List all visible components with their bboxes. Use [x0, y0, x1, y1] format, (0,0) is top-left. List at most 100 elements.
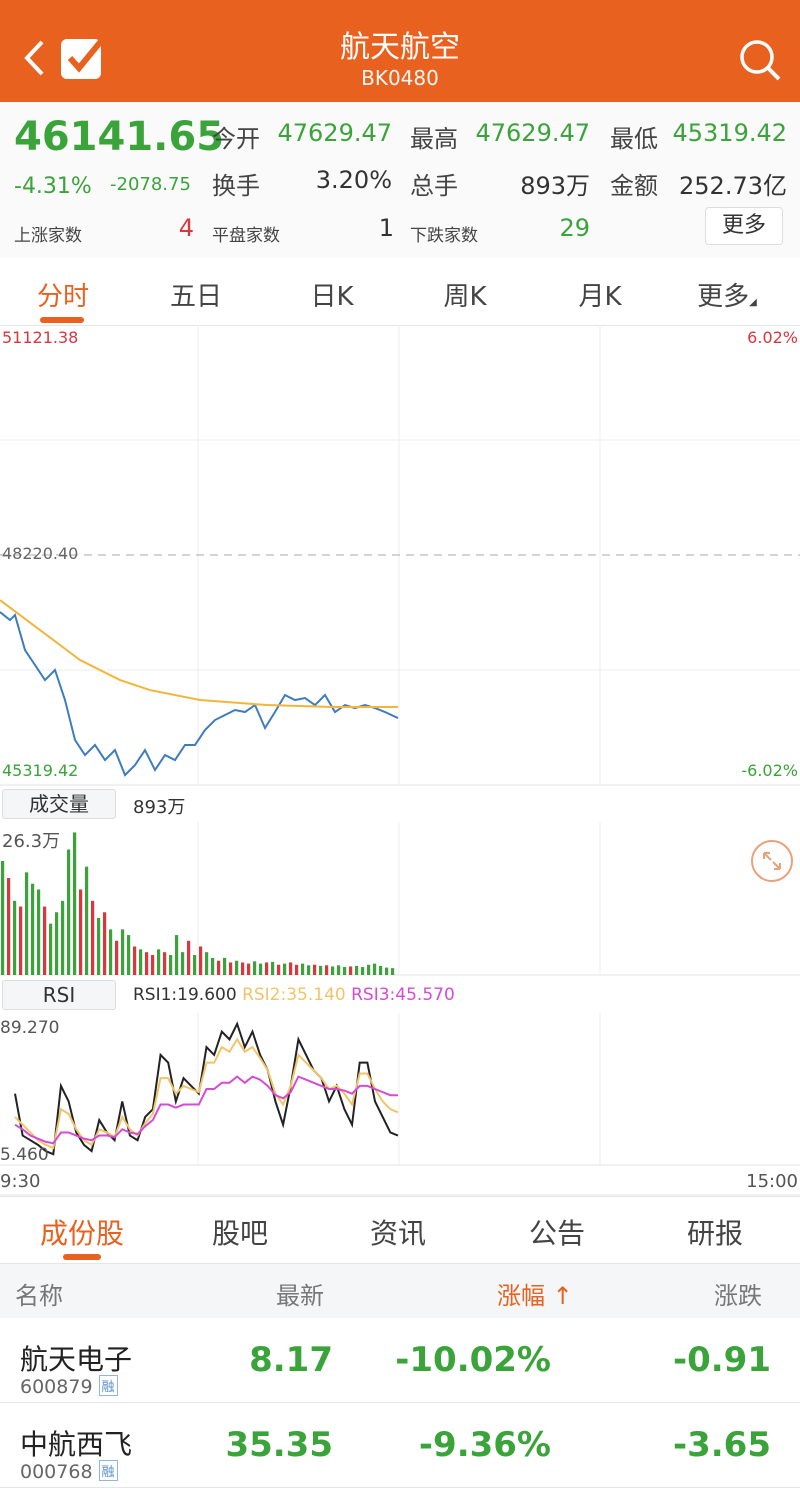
volume-bar — [235, 960, 239, 975]
price-axis-mid: 48220.40 — [2, 544, 79, 563]
volume-bar — [205, 952, 209, 975]
volume-bar — [19, 906, 23, 975]
volume-bar — [133, 946, 137, 975]
turnover-value: 3.20% — [315, 166, 392, 194]
rsi2-line — [14, 1037, 399, 1150]
chart-canvas[interactable] — [0, 0, 800, 1200]
volume-bar — [109, 929, 113, 975]
volume-indicator-button[interactable]: 成交量 — [2, 789, 116, 819]
volume-bar — [361, 967, 365, 975]
volume-bar — [259, 963, 263, 975]
volume-bar — [181, 952, 185, 975]
volume-bar — [55, 912, 59, 975]
change-value: -0.91 — [673, 1340, 771, 1380]
volume-bar — [301, 963, 305, 975]
volume-bar — [97, 917, 101, 975]
amount-value: 252.73亿 — [679, 172, 787, 200]
volume-bar — [385, 967, 389, 975]
volume-bar — [289, 962, 293, 975]
tab-active-indicator — [40, 317, 84, 323]
volume-bar — [313, 964, 317, 975]
col-latest[interactable]: 最新 — [276, 1282, 324, 1310]
volume-bar — [91, 900, 95, 975]
fullscreen-expand-icon[interactable] — [749, 838, 795, 884]
stock-name: 中航西飞 — [20, 1428, 133, 1461]
col-change[interactable]: 涨跌 — [714, 1282, 762, 1310]
down-count-label: 下跌家数 — [410, 226, 478, 246]
volume-bar — [157, 949, 161, 975]
change-pct: -10.02% — [395, 1340, 551, 1380]
volume-bar — [187, 940, 191, 975]
volume-bar — [367, 964, 371, 975]
volume-bar — [211, 957, 215, 975]
tab-five-day[interactable]: 五日 — [169, 282, 222, 312]
volume-total: 893万 — [133, 797, 186, 818]
tab-news[interactable]: 资讯 — [369, 1217, 426, 1250]
tab-more-label: 更多 — [697, 282, 750, 312]
down-count: 29 — [559, 214, 590, 242]
back-chevron-icon[interactable] — [22, 38, 46, 78]
volume-bar — [247, 963, 251, 975]
volume-bar — [127, 935, 131, 975]
rsi-indicator-button[interactable]: RSI — [2, 980, 116, 1010]
tab-research[interactable]: 研报 — [686, 1217, 743, 1250]
volume-bar — [193, 955, 197, 975]
volume-bar — [121, 929, 125, 975]
page-title: 航天航空 — [340, 30, 460, 65]
up-count: 4 — [178, 214, 194, 242]
tab-daily-k[interactable]: 日K — [310, 282, 354, 312]
search-icon[interactable] — [738, 38, 782, 82]
volume-bar — [223, 957, 227, 975]
tab-announcements[interactable]: 公告 — [528, 1217, 585, 1250]
volume-bar — [145, 952, 149, 975]
volume-bar — [283, 963, 287, 975]
volume-bar — [169, 955, 173, 975]
volume-bar — [265, 962, 269, 975]
tab-more[interactable]: 更多◢ — [672, 276, 782, 313]
volume-bar — [13, 900, 17, 975]
table-header — [0, 1263, 800, 1318]
volume-bar — [61, 900, 65, 975]
volume-bar — [85, 866, 89, 975]
col-change-pct[interactable]: 涨幅 ↑ — [497, 1276, 573, 1311]
volume-bar — [103, 912, 107, 975]
latest-price: 35.35 — [225, 1425, 333, 1465]
sort-arrow-icon: ↑ — [552, 1282, 573, 1310]
change-pct: -9.36% — [418, 1425, 551, 1465]
flat-count-label: 平盘家数 — [212, 226, 280, 246]
volume-bar — [355, 965, 359, 975]
volume-bar — [271, 961, 275, 975]
checkbox-checked-icon[interactable] — [58, 34, 108, 82]
col-name[interactable]: 名称 — [15, 1282, 63, 1310]
rsi2-legend: RSI2:35.140 — [242, 985, 346, 1005]
col-change-pct-label: 涨幅 — [497, 1282, 545, 1310]
tab-weekly-k[interactable]: 周K — [443, 282, 487, 312]
volume-bar — [217, 960, 221, 975]
volume-bar — [343, 967, 347, 975]
table-row[interactable]: 中航西飞 000768 融 35.35 -9.36% -3.65 — [0, 1403, 800, 1488]
volume-bar — [115, 940, 119, 975]
top-bar: 航天航空 BK0480 — [0, 0, 800, 102]
divider — [0, 1196, 800, 1197]
volume-bar — [1, 860, 5, 975]
turnover-label: 换手 — [212, 172, 260, 200]
volume-bar — [319, 965, 323, 975]
low-value: 45319.42 — [672, 119, 787, 147]
volume-bar — [31, 883, 35, 975]
volume-bar — [337, 965, 341, 975]
change-value: -3.65 — [673, 1425, 771, 1465]
tab-constituents[interactable]: 成份股 — [39, 1217, 124, 1250]
rsi-max-label: 89.270 — [0, 1018, 60, 1038]
open-value: 47629.47 — [277, 119, 392, 147]
open-label: 今开 — [212, 125, 260, 153]
volume-bar — [151, 955, 155, 975]
margin-badge: 融 — [98, 1460, 118, 1481]
volume-bar — [391, 968, 395, 975]
tab-forum[interactable]: 股吧 — [211, 1217, 268, 1250]
tab-intraday[interactable]: 分时 — [36, 282, 89, 312]
table-row[interactable]: 航天电子 600879 融 8.17 -10.02% -0.91 — [0, 1318, 800, 1403]
high-value: 47629.47 — [475, 119, 590, 147]
volume-bar — [229, 962, 233, 975]
more-stats-button[interactable]: 更多 — [705, 207, 783, 245]
tab-monthly-k[interactable]: 月K — [578, 282, 622, 312]
